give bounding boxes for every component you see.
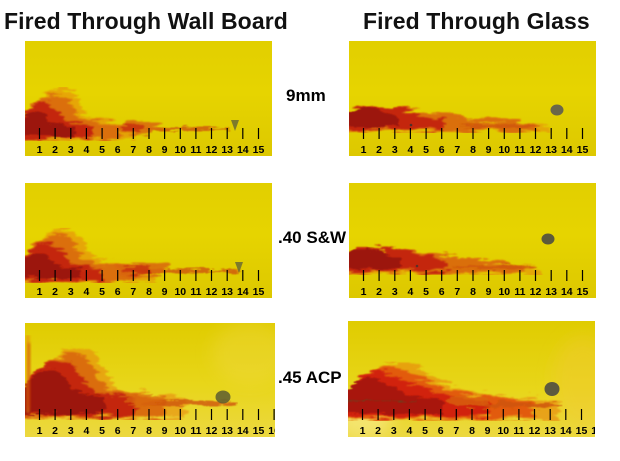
svg-text:6: 6 — [439, 144, 445, 156]
svg-text:12: 12 — [529, 425, 541, 437]
svg-text:14: 14 — [560, 425, 572, 437]
svg-text:6: 6 — [115, 425, 121, 437]
svg-text:1: 1 — [37, 144, 43, 156]
svg-text:7: 7 — [130, 286, 136, 298]
svg-text:14: 14 — [237, 144, 249, 156]
svg-text:9: 9 — [162, 425, 168, 437]
svg-text:10: 10 — [497, 425, 509, 437]
svg-text:5: 5 — [423, 286, 429, 298]
svg-text:15: 15 — [577, 286, 589, 298]
svg-text:6: 6 — [438, 425, 444, 437]
svg-text:13: 13 — [545, 144, 557, 156]
svg-text:13: 13 — [221, 144, 233, 156]
svg-text:2: 2 — [52, 286, 58, 298]
svg-text:9: 9 — [486, 144, 492, 156]
svg-text:5: 5 — [99, 286, 105, 298]
svg-text:10: 10 — [174, 425, 186, 437]
svg-text:11: 11 — [514, 286, 525, 298]
svg-text:9: 9 — [485, 425, 491, 437]
svg-text:14: 14 — [561, 144, 573, 156]
svg-text:8: 8 — [470, 144, 476, 156]
svg-text:2: 2 — [52, 425, 58, 437]
svg-text:13: 13 — [545, 286, 557, 298]
svg-text:3: 3 — [68, 144, 74, 156]
svg-text:4: 4 — [406, 425, 412, 437]
svg-text:1: 1 — [37, 286, 43, 298]
svg-text:2: 2 — [375, 425, 381, 437]
svg-text:12: 12 — [530, 144, 542, 156]
svg-text:12: 12 — [206, 144, 218, 156]
svg-text:15: 15 — [253, 144, 265, 156]
svg-text:5: 5 — [99, 425, 105, 437]
svg-text:13: 13 — [544, 425, 556, 437]
svg-text:11: 11 — [190, 144, 201, 156]
svg-text:6: 6 — [115, 286, 121, 298]
svg-text:8: 8 — [146, 425, 152, 437]
svg-text:1: 1 — [361, 286, 367, 298]
svg-text:16: 16 — [268, 425, 275, 437]
svg-text:12: 12 — [530, 286, 542, 298]
svg-text:4: 4 — [407, 144, 413, 156]
svg-text:16: 16 — [591, 425, 595, 437]
svg-text:2: 2 — [52, 144, 58, 156]
svg-text:7: 7 — [453, 425, 459, 437]
svg-text:3: 3 — [392, 144, 398, 156]
svg-text:11: 11 — [190, 286, 201, 298]
svg-text:6: 6 — [439, 286, 445, 298]
svg-text:7: 7 — [130, 425, 136, 437]
svg-text:14: 14 — [237, 286, 249, 298]
svg-text:14: 14 — [561, 286, 573, 298]
svg-text:8: 8 — [469, 425, 475, 437]
svg-text:7: 7 — [454, 144, 460, 156]
svg-text:4: 4 — [407, 286, 413, 298]
svg-text:10: 10 — [174, 286, 186, 298]
svg-text:8: 8 — [470, 286, 476, 298]
svg-text:9: 9 — [486, 286, 492, 298]
svg-text:13: 13 — [221, 286, 233, 298]
svg-text:4: 4 — [83, 144, 89, 156]
svg-text:4: 4 — [83, 286, 89, 298]
svg-text:8: 8 — [146, 144, 152, 156]
svg-text:10: 10 — [174, 144, 186, 156]
svg-text:2: 2 — [376, 286, 382, 298]
svg-text:3: 3 — [392, 286, 398, 298]
svg-text:8: 8 — [146, 286, 152, 298]
svg-text:7: 7 — [130, 144, 136, 156]
svg-text:3: 3 — [68, 286, 74, 298]
svg-text:15: 15 — [253, 425, 265, 437]
svg-text:5: 5 — [99, 144, 105, 156]
svg-text:13: 13 — [221, 425, 233, 437]
svg-text:2: 2 — [376, 144, 382, 156]
svg-text:1: 1 — [360, 425, 366, 437]
svg-text:9: 9 — [162, 286, 168, 298]
svg-text:5: 5 — [423, 144, 429, 156]
svg-text:6: 6 — [115, 144, 121, 156]
svg-text:12: 12 — [206, 425, 218, 437]
svg-text:11: 11 — [513, 425, 524, 437]
svg-text:1: 1 — [37, 425, 43, 437]
svg-text:10: 10 — [498, 286, 510, 298]
svg-text:11: 11 — [190, 425, 201, 437]
svg-text:15: 15 — [576, 425, 588, 437]
svg-text:15: 15 — [577, 144, 589, 156]
svg-text:3: 3 — [391, 425, 397, 437]
svg-text:12: 12 — [206, 286, 218, 298]
svg-text:4: 4 — [83, 425, 89, 437]
svg-text:15: 15 — [253, 286, 265, 298]
svg-text:9: 9 — [162, 144, 168, 156]
svg-text:11: 11 — [514, 144, 525, 156]
svg-text:1: 1 — [361, 144, 367, 156]
svg-text:5: 5 — [422, 425, 428, 437]
svg-text:3: 3 — [68, 425, 74, 437]
svg-text:14: 14 — [237, 425, 249, 437]
svg-text:7: 7 — [454, 286, 460, 298]
svg-text:10: 10 — [498, 144, 510, 156]
